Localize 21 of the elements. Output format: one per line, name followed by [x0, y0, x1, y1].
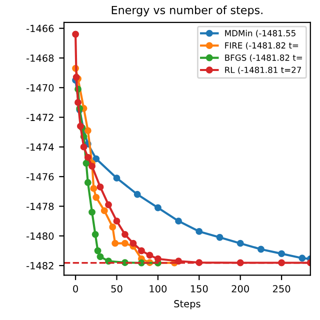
x-tick-label: 250: [272, 285, 290, 292]
x-tick-label: 50: [111, 285, 122, 292]
x-tick-label: 150: [190, 285, 208, 292]
x-tick-label: 200: [232, 285, 249, 292]
y-tick-label: -1478: [26, 202, 54, 210]
y-tick-label: -1470: [26, 84, 54, 92]
legend-label: BFGS (-1481.82 t=: [225, 54, 302, 62]
y-tick-label: -1474: [26, 144, 54, 151]
x-axis-title: Steps: [174, 300, 200, 310]
legend-label: RL (-1481.81 t=27: [225, 66, 301, 74]
y-tick-label: -1480: [26, 232, 54, 240]
x-tick-label: 100: [150, 285, 167, 292]
x-tick-label: 0: [73, 285, 78, 292]
y-tick-label: -1472: [26, 114, 54, 121]
y-tick-label: -1476: [26, 173, 54, 180]
y-tick-label: -1466: [26, 24, 54, 32]
legend-label: FIRE (-1481.82 t=: [225, 42, 298, 50]
legend-label: MDMin (-1481.55: [225, 30, 296, 38]
y-tick-label: -1468: [26, 54, 54, 62]
chart-title: Energy vs number of steps.: [112, 6, 262, 16]
y-tick-label: -1482: [26, 262, 54, 270]
